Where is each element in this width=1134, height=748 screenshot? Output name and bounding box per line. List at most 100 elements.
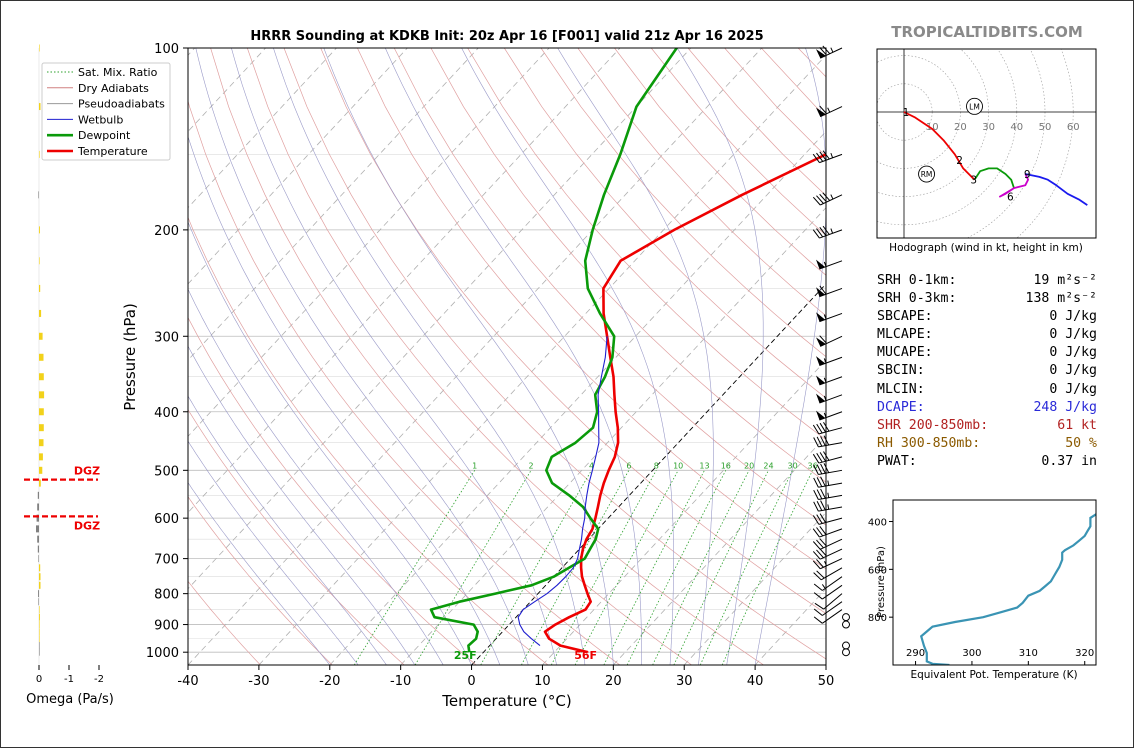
stat-row: SBCIN: 0 J/kg	[877, 362, 1097, 380]
omega-bar	[39, 353, 44, 361]
y-tick-label: 200	[154, 224, 179, 239]
stat-label: SHR 200-850mb:	[877, 417, 989, 433]
omega-bar	[39, 226, 40, 234]
theta-x-tick-label: 290	[906, 648, 925, 659]
wind-barb-feather	[816, 500, 823, 511]
stat-label: MLCIN:	[877, 381, 925, 397]
wind-barb-shaft	[822, 601, 843, 616]
wind-barb-half	[827, 504, 830, 510]
hodograph-trace	[999, 173, 1029, 198]
wind-barb-half	[824, 561, 828, 567]
storm-motion-marker	[918, 165, 936, 183]
y-tick-label: 800	[154, 588, 179, 603]
dry-adiabat	[188, 316, 477, 665]
omega-bar	[38, 191, 39, 199]
x-tick-label: 10	[534, 674, 551, 689]
y-tick-label: 1000	[146, 646, 179, 661]
stat-row: MLCIN: 0 J/kg	[877, 381, 1097, 399]
wind-barb-feather	[816, 539, 824, 549]
wind-barb-feather	[819, 47, 827, 56]
theta-y-tick-label: 600	[868, 565, 887, 576]
legend-label: Dewpoint	[78, 129, 131, 142]
omega-bar	[39, 606, 40, 614]
calm-wind-circle	[842, 613, 850, 622]
dry-adiabat	[577, 48, 826, 317]
wind-barb-feather	[812, 424, 820, 435]
dgz-label: DGZ	[74, 519, 100, 532]
wind-barb-feather	[812, 528, 820, 538]
wind-barb-shaft	[823, 593, 843, 610]
wind-barb-half	[830, 228, 834, 234]
hodograph-height-label: 9	[1024, 169, 1031, 181]
omega-bar	[39, 453, 43, 461]
mixing-ratio-label: 6	[626, 461, 631, 470]
omega-panel: 0 -1 -2 DGZ DGZ Omega (Pa/s)	[24, 44, 114, 707]
stat-value: 138 m²s⁻²	[1025, 291, 1097, 307]
pseudoadiabat	[461, 48, 674, 665]
wind-barb-feather	[820, 476, 826, 487]
wind-barb-shaft	[820, 558, 843, 570]
stat-label: DCAPE:	[877, 399, 925, 415]
wind-barb-feather	[816, 436, 823, 447]
x-tick-label: -30	[248, 674, 269, 689]
x-tick-label: 40	[747, 674, 764, 689]
omega-bar	[37, 545, 39, 553]
omega-bar	[37, 503, 39, 511]
wind-barb-feather	[813, 437, 819, 448]
wind-barb-feather	[812, 515, 820, 525]
stat-label: RH 300-850mb:	[877, 435, 981, 451]
dry-adiabat	[540, 48, 826, 358]
legend-label: Dry Adiabats	[78, 82, 149, 95]
storm-motion-marker	[966, 97, 983, 115]
x-tick-label: 0	[467, 674, 475, 689]
wind-barb-feather	[820, 500, 826, 511]
skewt-chart: 1 2 4 6 8 10 13 16 20 24 30 36 10020030040050060070…	[121, 42, 834, 710]
wind-barb-shaft	[818, 494, 843, 500]
stat-row: SHR 200-850mb: 61 kt	[877, 417, 1097, 435]
stat-row: RH 300-850mb: 50 %	[877, 435, 1097, 453]
dry-adiabat	[393, 48, 826, 526]
pseudoadiabat	[188, 345, 416, 665]
wind-barb-feather	[820, 488, 826, 499]
stat-value: 0 J/kg	[1049, 327, 1097, 343]
wind-barb-shaft	[818, 517, 843, 525]
omega-bar	[36, 525, 39, 533]
omega-bar	[36, 514, 39, 522]
isotherm	[188, 48, 337, 209]
omega-bar	[37, 491, 39, 499]
y-tick-label: 300	[154, 330, 179, 345]
wind-barb-shaft	[819, 153, 843, 164]
wind-barb-feather	[812, 541, 821, 550]
isotherm	[188, 48, 692, 590]
wind-barb-feather	[819, 105, 827, 115]
wind-barb-feather	[816, 228, 824, 238]
isotherm	[188, 48, 479, 361]
mixing-ratio-label: 13	[699, 461, 709, 470]
wind-barb-shaft	[818, 456, 843, 464]
y-tick-label: 100	[154, 42, 179, 57]
legend-label: Pseudoadiabats	[78, 98, 165, 111]
mixing-ratio-line	[652, 470, 750, 665]
wind-barb-shaft	[820, 335, 843, 347]
wind-barb-feather	[816, 477, 823, 487]
legend-label: Sat. Mix. Ratio	[78, 66, 158, 79]
pseudoadiabat	[231, 48, 557, 665]
hodograph-ring-label: 20	[954, 122, 967, 133]
wind-barb-shaft	[822, 609, 843, 624]
wind-barb-feather	[819, 422, 827, 433]
hodograph-ring-label: 40	[1010, 122, 1023, 133]
stat-value: 0 J/kg	[1049, 309, 1097, 325]
mixing-ratio-label: 20	[744, 461, 754, 470]
wind-barb-feather	[813, 477, 819, 488]
wind-barb-pennant	[816, 410, 826, 420]
wind-barb-feather	[813, 572, 822, 581]
wind-barb-feather	[822, 45, 831, 55]
stat-value: 61 kt	[1057, 417, 1097, 433]
dry-adiabat	[188, 99, 621, 665]
wind-barb-feather	[813, 616, 823, 624]
wind-barb-half	[821, 584, 826, 589]
wind-barb-pennant	[816, 107, 826, 117]
calm-wind-circle	[842, 648, 850, 657]
wind-barb-shaft	[819, 528, 843, 538]
omega-bar	[39, 373, 44, 381]
